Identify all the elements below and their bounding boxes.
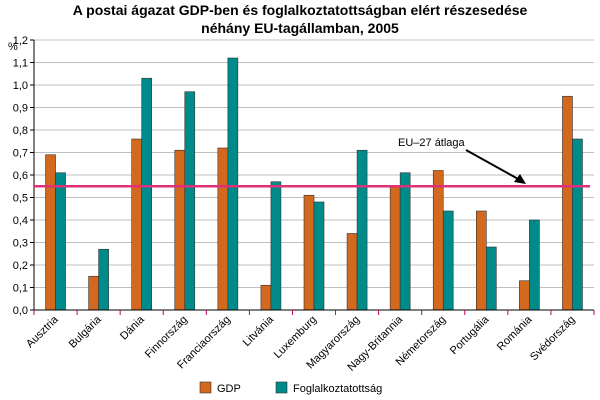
bar-gdp-12 [562, 95, 573, 311]
legend-label-foglalkoztatottsag: Foglalkoztatottság [293, 383, 382, 395]
bar-gdp-2 [131, 138, 142, 311]
x-tick-label: Ausztria [24, 313, 61, 350]
y-tick-label: 0,0 [13, 305, 28, 317]
bar-gdp-5 [260, 284, 272, 311]
x-tick-label: Dánia [118, 313, 147, 342]
y-axis-ticks: 0,0 0,1 0,2 0,3 0,4 0,5 0,6 0,7 0,8 0,9 1,0 1,1 1,2 [13, 35, 34, 317]
bar-foglalkoztatottsag-6 [313, 201, 325, 311]
y-tick-label: 1,2 [13, 35, 28, 47]
y-tick-label: 0,1 [13, 283, 28, 295]
x-tick-label: Finnország [143, 314, 190, 361]
x-tick-label: Luxemburg [272, 314, 319, 361]
y-tick-label: 0,3 [13, 238, 28, 250]
reference-line-group: EU–27 átlaga [34, 137, 590, 188]
bar-foglalkoztatottsag-8 [399, 172, 411, 311]
bar-foglalkoztatottsag-7 [356, 149, 368, 311]
bar-gdp-1 [88, 275, 99, 311]
bar-foglalkoztatottsag-12 [572, 138, 583, 311]
y-tick-label: 0,4 [13, 215, 28, 227]
x-tick-label: Bulgária [67, 313, 105, 351]
y-tick-label: 0,7 [13, 148, 28, 160]
x-tick-label: Svédország [528, 314, 578, 364]
x-axis-labels: Ausztria Bulgária DániaFinnországFranciaor… [24, 310, 595, 374]
bar-gdp-4 [217, 147, 229, 311]
legend-label-gdp: GDP [217, 383, 241, 395]
bar-gdp-3 [174, 149, 186, 311]
bar-gdp-9 [432, 170, 444, 311]
axes [33, 40, 594, 311]
annotation-arrow-head [514, 174, 526, 184]
bar-gdp-6 [303, 194, 315, 311]
bar-gdp-0 [45, 154, 56, 311]
reference-line-label: EU–27 átlaga [398, 137, 466, 149]
legend-swatch-gdp [199, 381, 212, 394]
annotation-arrow-shaft [465, 149, 521, 181]
y-axis-unit: % [8, 41, 18, 53]
bar-foglalkoztatottsag-4 [227, 57, 239, 311]
bar-gdp-11 [519, 280, 530, 311]
x-tick-label: Portugália [448, 313, 492, 357]
y-tick-label: 1,0 [13, 80, 28, 92]
bar-foglalkoztatottsag-10 [486, 246, 497, 311]
x-tick-label: Litvánia [241, 313, 277, 349]
chart-title-line1: A postai ágazat GDP-ben és foglalkoztato… [73, 2, 528, 18]
bar-foglalkoztatottsag-1 [98, 248, 109, 311]
y-tick-label: 0,5 [13, 193, 28, 205]
x-tick-label: Románia [495, 313, 535, 353]
y-tick-label: 0,2 [13, 260, 28, 272]
bar-gdp-8 [389, 185, 401, 311]
bar-foglalkoztatottsag-9 [442, 210, 454, 311]
bar-gdp-10 [476, 210, 487, 311]
bar-gdp-7 [346, 233, 358, 311]
chart-title-line2: néhány EU-tagállamban, 2005 [201, 20, 399, 36]
bar-foglalkoztatottsag-3 [184, 91, 196, 311]
legend-swatch-foglalkoztatottsag [275, 381, 288, 394]
y-tick-label: 1,1 [13, 58, 28, 70]
legend: GDP Foglalkoztatottság [199, 381, 382, 395]
y-tick-label: 0,8 [13, 125, 28, 137]
bar-foglalkoztatottsag-2 [141, 77, 152, 311]
bar-foglalkoztatottsag-5 [270, 181, 282, 311]
y-tick-label: 0,6 [13, 170, 28, 182]
bar-foglalkoztatottsag-0 [55, 172, 66, 311]
y-tick-label: 0,9 [13, 103, 28, 115]
bar-foglalkoztatottsag-11 [529, 219, 540, 311]
bars [45, 57, 583, 311]
